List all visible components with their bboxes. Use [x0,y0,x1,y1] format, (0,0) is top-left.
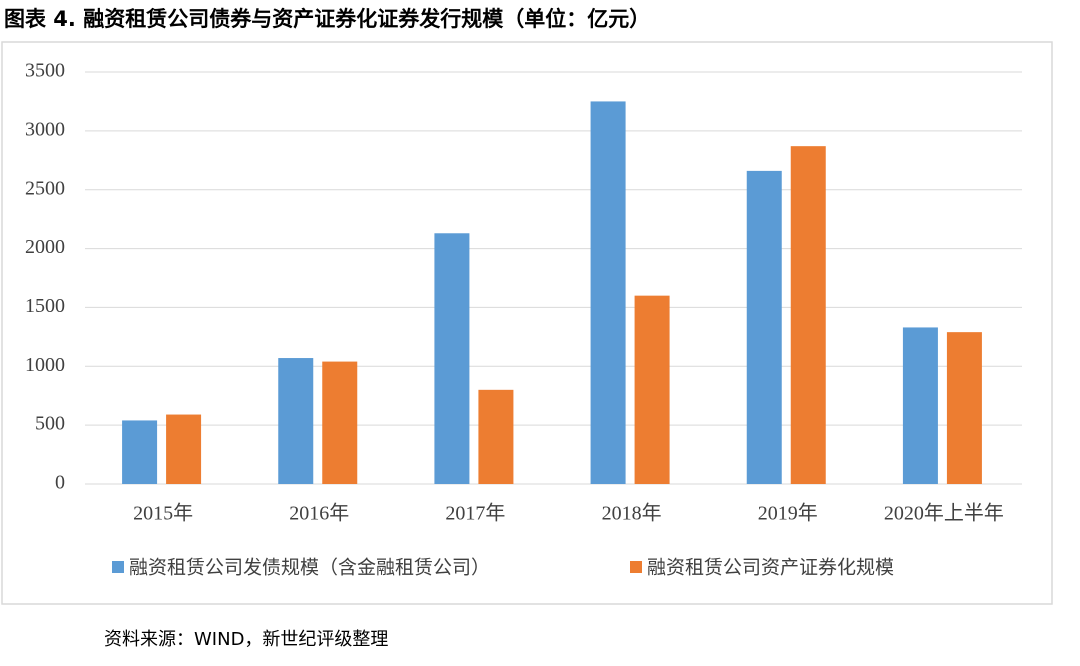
y-tick-label: 3000 [25,118,65,140]
bar [946,332,982,484]
chart-title: 图表 4. 融资租赁公司债券与资产证券化证券发行规模（单位：亿元） [4,7,650,31]
source-note: 资料来源：WIND，新世纪评级整理 [104,629,388,650]
bar [434,233,470,484]
legend-label: 融资租赁公司资产证券化规模 [647,557,894,579]
bar [122,420,158,484]
legend-label: 融资租赁公司发债规模（含金融租赁公司） [129,557,490,579]
bar [634,295,670,484]
bar [790,146,826,484]
x-tick-label: 2016年 [289,502,349,525]
bar [902,327,938,484]
y-tick-label: 500 [35,413,65,435]
bar [322,361,358,484]
y-tick-label: 1000 [25,354,65,376]
x-tick-label: 2018年 [602,502,662,525]
legend-swatch [630,561,642,573]
bar [478,389,514,484]
chart-frame [1,41,1053,605]
legend-swatch [112,561,124,573]
x-tick-label: 2015年 [133,502,193,525]
x-tick-label: 2019年 [758,502,818,525]
y-tick-label: 2000 [25,236,65,258]
y-tick-label: 1500 [25,295,65,317]
x-tick-label: 2017年 [445,502,505,525]
bar [278,358,314,484]
bar [746,170,782,484]
y-tick-label: 2500 [25,177,65,199]
x-tick-label: 2020年上半年 [884,502,1004,525]
y-tick-label: 0 [55,472,65,494]
y-tick-label: 3500 [25,60,65,82]
bar [590,101,626,484]
bar [166,414,202,484]
